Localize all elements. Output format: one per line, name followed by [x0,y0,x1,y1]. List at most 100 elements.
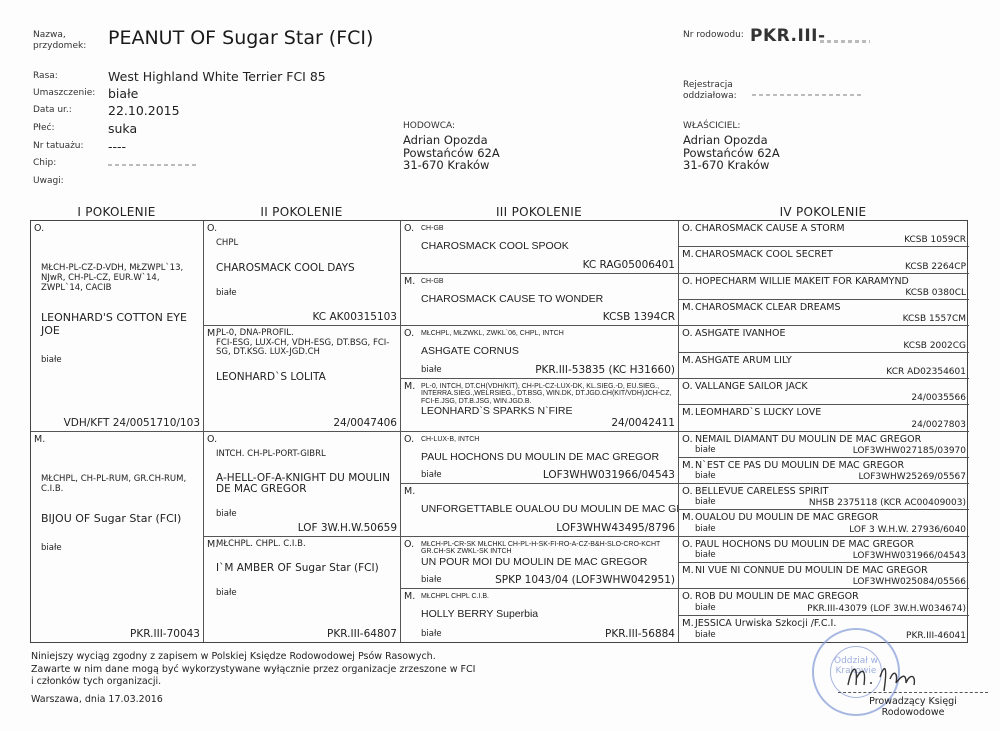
ancestor-sex-prefix: O. [682,223,693,234]
registration-number: LOF3WHW43495/8796 [556,521,675,534]
ancestor-sex-prefix: M. [682,512,694,524]
pedigree-cell-gen3: M. PL-0, INTCH, DT.CH(VDH/KIT), CH-PL-CZ-… [401,378,679,432]
place-date: Warszawa, dnia 17.03.2016 [31,694,163,705]
ancestor-name: N`EST CE PAS DU MOULIN DE MAC GREGOR [695,459,905,471]
signature-line [838,692,988,693]
ancestor-name: NI VUE NI CONNUE DU MOULIN DE MAC GREGOR [695,565,928,577]
owner-line: Powstańców 62A [683,145,780,160]
ancestor-color: białe [695,471,716,482]
ancestor-titles: MŁCH-PL-CR-SK MŁCHKL CH-PL-H-SK-FI-RO-A-… [421,540,661,556]
registration-number: SPKP 1043/04 (LOF3WHW042951) [495,574,675,587]
pedigree-cell-gen3: M. UNFORGETTABLE OUALOU DU MOULIN DE MAC … [401,484,679,537]
ancestor-titles: INTCH. CH-PL-PORT-GIBRL [216,448,326,459]
generation-header-4: IV POKOLENIE [779,205,867,219]
pedigree-cell-gen3: O. CH-GB CHAROSMACK COOL SPOOK KC RAG050064… [401,221,679,274]
registration-number: KC AK00315103 [312,311,398,324]
owner-address: Adrian Opozda Powstańców 62A 31-670 Krak… [683,134,780,172]
pedigree-cell-gen3: O. CH-LUX-B, INTCH PAUL HOCHONS DU MOULIN … [401,431,679,485]
pedigree-no-obscured [820,40,870,43]
ancestor-name: CHAROSMACK COOL DAYS [216,261,355,274]
pedigree-cell-gen4: M. LEOMHARD`S LUCKY LOVE 24/0027803 [679,405,969,432]
field-value: 22.10.2015 [108,103,180,118]
field-value: West Highland White Terrier FCI 85 [108,69,326,84]
pedigree-cell-gen3: O. MŁCH-PL-CR-SK MŁCHKL CH-PL-H-SK-FI-RO-… [401,536,679,590]
pedigree-cell-gen4: M. ASHGATE ARUM LILY KCR AD02354601 [679,353,969,379]
ancestor-titles: MŁCHPL, MŁZWKL, ZWKL`06, CHPL, INTCH [421,330,564,338]
ancestor-name: CHAROSMACK CAUSE A STORM [695,223,845,234]
registration-number: KCSB 1059CR [904,235,966,246]
ancestor-sex-prefix: M. [682,617,694,629]
pedigree-cell-gen2: M. MŁCHPL. CHPL. C.I.B. I`M AMBER OF Sugar… [204,536,401,642]
ancestor-titles: CH-GB [421,225,444,232]
ancestor-titles: PL-0, DNA-PROFIL. FCI-ESG, LUX-CH, VDH-E… [216,328,390,358]
footer-statement: Niniejszy wyciąg zgodny z zapisem w Pols… [31,651,475,689]
pedigree-cell-gen4: O. HOPECHARM WILLIE MAKEIT FOR KARAMYND KC… [679,274,969,300]
registration-label: Rejestracja oddziałowa: [683,80,737,101]
breeder-label: HODOWCA: [403,121,456,131]
ancestor-sex-prefix: O. [682,275,693,287]
registration-number: PKR.III-56884 [605,628,675,640]
generation-header-1: I POKOLENIE [77,205,156,219]
breeder-line: Adrian Opozda [403,133,488,147]
pedigree-cell-gen2: O. INTCH. CH-PL-PORT-GIBRL A-HELL-OF-A-KNI… [204,431,401,537]
ancestor-sex-prefix: O. [682,328,693,340]
pedigree-cell-gen1: O. MŁCH-PL-CZ-D-VDH, MŁZWPL`13, NJwR, CH-… [31,221,204,432]
field-label: Płeć: [33,123,55,133]
pedigree-cell-gen3: M. MŁCHPL CHPL C.I.B. HOLLY BERRY Superbia… [401,589,679,642]
name-label: Nazwa, przydomek: [33,30,87,51]
statement-line: Niniejszy wyciąg zgodny z zapisem w Pols… [31,651,436,662]
ancestor-color: białe [421,575,442,586]
field-label: Umaszczenie: [33,88,96,98]
pedigree-table: O. MŁCH-PL-CZ-D-VDH, MŁZWPL`13, NJwR, CH-… [30,220,969,643]
pedigree-no-label: Nr rodowodu: [683,30,744,40]
registration-number: LOF3WHW031966/04543 [852,551,966,562]
registration-number: KCSB 1394CR [602,311,675,324]
owner-label: WŁAŚCICIEL: [683,121,741,131]
pedigree-cell-gen1: M. MŁCHPL, CH-PL-RUM, GR.CH-RUM, C.I.B. BI… [31,431,204,642]
ancestor-sex-prefix: O. [682,538,693,550]
ancestor-name: ASHGATE IVANHOE [695,328,786,340]
registration-number: KC RAG05006401 [582,258,675,271]
registration-number: LOF3WHW25269/05567 [858,472,966,483]
ancestor-name: LEOMHARD`S LUCKY LOVE [695,407,822,419]
registration-number: PKR.III-70043 [130,628,200,640]
ancestor-name: LEONHARD`S LOLITA [216,370,326,383]
registration-number: KCSB 2002CG [903,340,966,351]
owner-line: 31-670 Kraków [683,158,770,172]
pedigree-cell-gen4: O. ROB DU MOULIN DE MAC GREGOR białe PKR.II… [679,589,969,616]
generation-header-2: II POKOLENIE [260,205,343,219]
registration-number: KCSB 0380CL [905,287,966,298]
ancestor-sex-prefix: M. [404,486,416,498]
registration-number: PKR.III-46041 [906,631,966,641]
field-label: Uwagi: [33,176,64,186]
ancestor-color: białe [421,470,442,481]
ancestor-name: ROB DU MOULIN DE MAC GREGOR [695,591,859,603]
ancestor-name: BELLEVUE CARELESS SPIRIT [695,486,829,498]
registration-number: LOF3WHW027185/03970 [852,445,966,456]
ancestor-name: A-HELL-OF-A-KNIGHT DU MOULIN DE MAC GREG… [216,472,391,495]
registration-number: KCSB 1557CM [902,314,966,325]
owner-line: Adrian Opozda [683,133,768,147]
ancestor-name: ASHGATE CORNUS [421,345,519,358]
ancestor-name: CHAROSMACK COOL SECRET [695,249,833,261]
registration-number: LOF3WHW025084/05566 [852,577,966,588]
ancestor-color: białe [695,630,716,640]
ancestor-sex-prefix: O. [404,223,415,234]
pedigree-cell-gen4: M. JESSICA Urwiska Szkocji /F.C.I. białe PK… [679,616,969,642]
registration-number: LOF 3W.H.W.50659 [297,521,397,534]
pedigree-cell-gen4: M. N`EST CE PAS DU MOULIN DE MAC GREGOR bi… [679,458,969,485]
ancestor-color: białe [695,550,716,561]
registration-number: LOF3WHW031966/04543 [542,469,675,482]
registration-number: 24/0035566 [911,393,966,404]
registration-obscured [752,94,862,96]
signature-caption: Prowadzący Księgi Rodowodowe [869,696,957,718]
statement-line: i członków tych organizacji. [31,676,162,687]
field-value: ---- [108,139,127,154]
ancestor-name: UN POUR MOI DU MOULIN DE MAC GREGOR [421,555,648,568]
registration-number: LOF 3 W.H.W. 27936/6040 [849,524,966,535]
ancestor-sex-prefix: O. [404,433,415,445]
pedigree-cell-gen4: O. PAUL HOCHONS DU MOULIN DE MAC GREGOR bi… [679,537,969,564]
ancestor-color: białe [421,364,442,375]
ancestor-name: CHAROSMACK CLEAR DREAMS [695,301,841,313]
ancestor-name: ASHGATE ARUM LILY [695,354,792,366]
